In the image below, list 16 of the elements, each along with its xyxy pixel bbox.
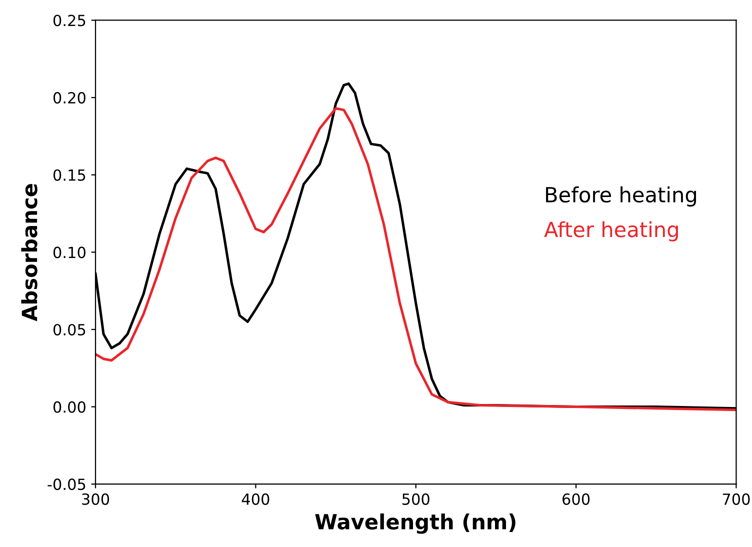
x-tick-label: 700 [722, 493, 750, 505]
y-axis-title: Absorbance [21, 184, 38, 322]
x-tick-label: 500 [402, 493, 430, 505]
x-axis-title: Wavelength (nm) [315, 513, 516, 534]
text: Before heating [546, 186, 696, 207]
x-tick-label: 400 [242, 493, 270, 505]
y-tick-label: -0.05 [48, 478, 86, 490]
y-tick-label: 0.00 [53, 401, 86, 413]
y-tick-label: 0.10 [53, 246, 86, 258]
x-tick-label: 300 [82, 493, 110, 505]
text: After heating [544, 221, 678, 242]
y-tick-label: 0.25 [53, 14, 86, 26]
y-tick-label: 0.15 [53, 169, 86, 181]
x-tick-label: 600 [562, 493, 590, 505]
y-tick-label: 0.05 [53, 324, 86, 336]
y-tick-label: 0.20 [53, 92, 86, 104]
